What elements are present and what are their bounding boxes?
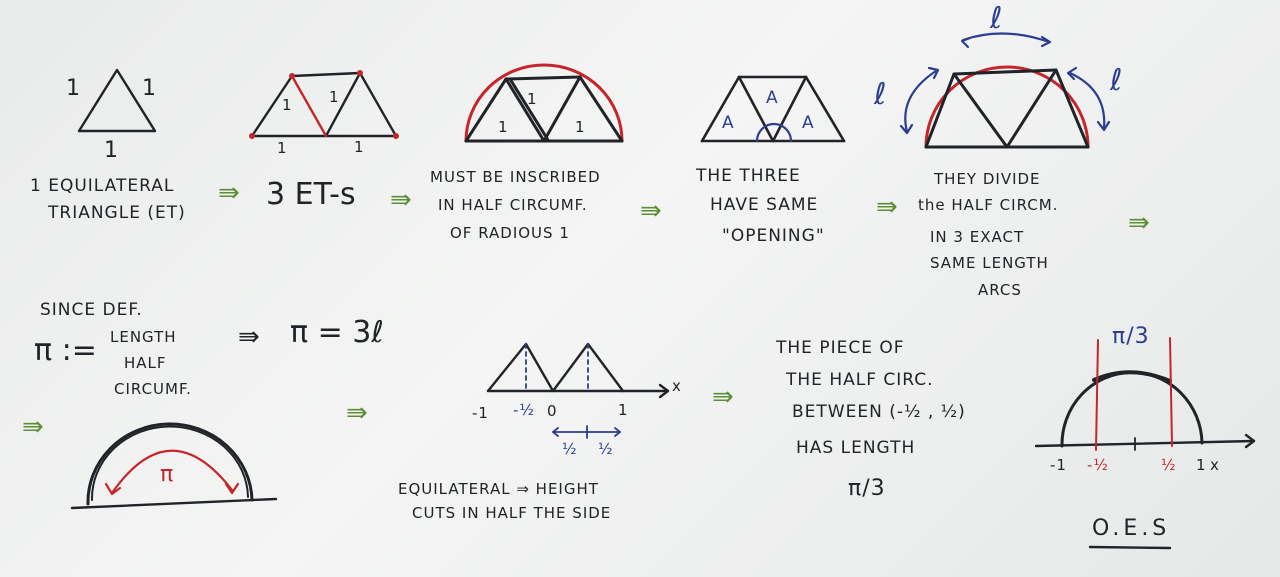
definition-pi: π := bbox=[34, 333, 97, 368]
pi-half-circle bbox=[70, 422, 278, 510]
divide-arc-top: ℓ bbox=[990, 1, 1003, 36]
height-tick-zero: 0 bbox=[547, 402, 558, 420]
definition-text-line2: HALF bbox=[124, 354, 167, 372]
opening-caption-line3: "OPENING" bbox=[722, 226, 825, 246]
three-triangles-red-side bbox=[290, 74, 328, 138]
final-qed: O.E.S bbox=[1092, 516, 1171, 541]
piece-line3: BETWEEN (-½ , ½) bbox=[792, 402, 966, 422]
height-tick-neg1: -1 bbox=[472, 404, 489, 422]
divide-caption-line2: the HALF CIRCM. bbox=[918, 196, 1059, 214]
definition-line1: SINCE DEF. bbox=[40, 300, 143, 320]
final-top-label: π/3 bbox=[1112, 324, 1150, 349]
definition-text-line1: LENGTH bbox=[110, 328, 177, 346]
height-axis-x: x bbox=[672, 377, 682, 395]
divide-caption-line4: SAME LENGTH bbox=[930, 254, 1049, 272]
inscribed-caption-line1: MUST BE INSCRIBED bbox=[430, 168, 601, 186]
opening-angle-c: A bbox=[802, 113, 815, 133]
divide-arc-right: ℓ bbox=[1110, 63, 1123, 98]
arrow-7: ⇛ bbox=[346, 398, 368, 428]
arrow-3: ⇛ bbox=[640, 196, 662, 226]
inscribed-half-circle bbox=[464, 63, 624, 143]
opening-triangles bbox=[700, 75, 846, 143]
opening-caption-line2: HAVE SAME bbox=[710, 195, 819, 215]
height-half-a: ½ bbox=[562, 440, 578, 458]
arrow-6: ⇛ bbox=[22, 412, 44, 442]
inscribed-label-right: 1 bbox=[575, 118, 586, 136]
height-caption-line1: EQUILATERAL ⇒ HEIGHT bbox=[398, 480, 599, 498]
divide-caption-line1: THEY DIVIDE bbox=[934, 170, 1041, 188]
height-tick-neg-half: -½ bbox=[513, 401, 535, 419]
arrow-4: ⇛ bbox=[876, 192, 898, 222]
piece-line2: THE HALF CIRC. bbox=[786, 370, 934, 390]
arrow-5: ⇛ bbox=[1128, 208, 1150, 238]
final-tick-one: 1 bbox=[1196, 456, 1207, 474]
et3-label-b: 1 bbox=[329, 88, 340, 106]
et1-caption-line2: TRIANGLE (ET) bbox=[48, 203, 186, 223]
piece-line1: THE PIECE OF bbox=[776, 338, 905, 358]
arrow-8: ⇛ bbox=[712, 382, 734, 412]
opening-angle-arc bbox=[755, 122, 793, 143]
divide-caption-line3: IN 3 EXACT bbox=[930, 228, 1025, 246]
et1-side-bottom: 1 bbox=[104, 138, 119, 163]
divide-half-circle bbox=[924, 65, 1090, 149]
et3-caption: 3 ET-s bbox=[266, 177, 356, 212]
height-half-b: ½ bbox=[598, 440, 614, 458]
final-diagram bbox=[1034, 337, 1256, 550]
height-tick-one: 1 bbox=[618, 401, 629, 419]
arrow-1: ⇛ bbox=[218, 178, 240, 208]
et3-label-a: 1 bbox=[282, 96, 293, 114]
divide-caption-line5: ARCS bbox=[978, 281, 1022, 299]
piece-line5: π/3 bbox=[848, 476, 886, 501]
three-triangles bbox=[250, 71, 398, 138]
piece-line4: HAS LENGTH bbox=[796, 438, 916, 458]
opening-angle-b: A bbox=[766, 88, 779, 108]
divide-arc-left: ℓ bbox=[874, 77, 887, 112]
height-caption-line2: CUTS IN HALF THE SIDE bbox=[412, 504, 612, 522]
et1-caption-line1: 1 EQUILATERAL bbox=[30, 176, 175, 196]
inscribed-caption-line2: IN HALF CIRCUMF. bbox=[438, 196, 588, 214]
pi-arc-label: π bbox=[160, 462, 175, 487]
definition-result: π = 3ℓ bbox=[290, 315, 384, 350]
arrow-2: ⇛ bbox=[390, 185, 412, 215]
inscribed-label-top: 1 bbox=[527, 90, 538, 108]
et1-side-left: 1 bbox=[66, 76, 81, 101]
definition-text-line3: CIRCUMF. bbox=[114, 380, 192, 398]
et1-side-right: 1 bbox=[142, 76, 157, 101]
arrow-implies: ⇛ bbox=[238, 322, 260, 352]
inscribed-label-left: 1 bbox=[498, 118, 509, 136]
et3-base-a: 1 bbox=[277, 139, 288, 157]
divide-arc-arrows bbox=[899, 32, 1111, 135]
opening-angle-a: A bbox=[722, 113, 735, 133]
et3-base-b: 1 bbox=[354, 138, 365, 156]
inscribed-triangles bbox=[464, 75, 624, 143]
divide-triangles bbox=[924, 68, 1090, 149]
height-diagram bbox=[486, 342, 670, 439]
final-tick-half: ½ bbox=[1161, 456, 1177, 474]
inscribed-caption-line3: OF RADIOUS 1 bbox=[450, 224, 570, 242]
final-tick-neg-half: -½ bbox=[1087, 456, 1109, 474]
single-triangle bbox=[77, 68, 157, 133]
opening-caption-line1: THE THREE bbox=[696, 166, 801, 186]
final-axis-x: x bbox=[1210, 456, 1220, 474]
final-tick-neg1: -1 bbox=[1050, 456, 1067, 474]
